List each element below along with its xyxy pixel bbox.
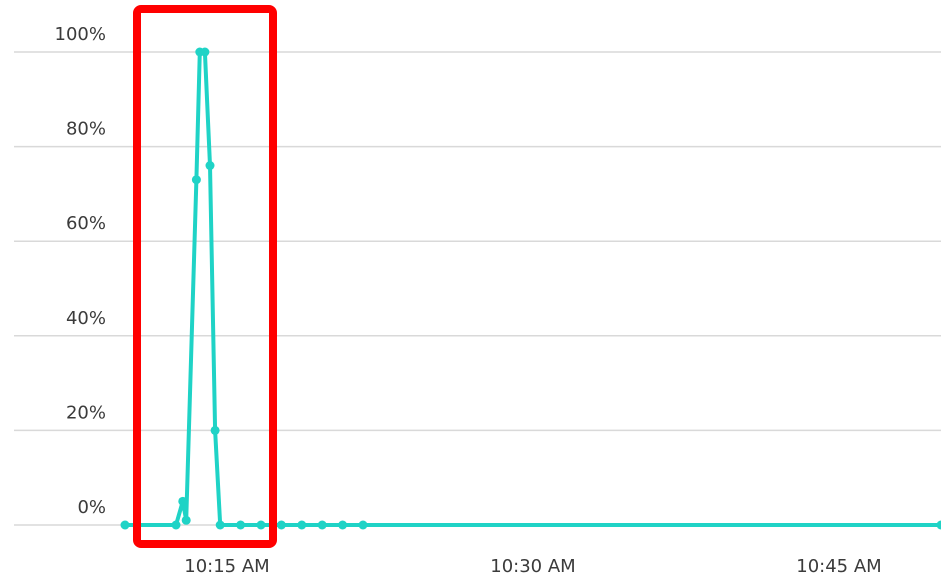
- data-line: [123, 50, 941, 527]
- data-point: [297, 520, 307, 530]
- plot: [120, 47, 941, 530]
- data-point: [338, 520, 348, 530]
- data-point: [210, 425, 220, 435]
- data-point: [317, 520, 327, 530]
- y-tick-label: 20%: [66, 402, 106, 423]
- y-tick-label: 80%: [66, 119, 106, 140]
- data-point: [171, 520, 181, 530]
- data-point: [276, 520, 286, 530]
- data-point: [178, 496, 188, 506]
- data-point: [120, 520, 130, 530]
- x-tick-label: 10:30 AM: [490, 556, 575, 577]
- x-tick-label: 10:45 AM: [796, 556, 881, 577]
- data-point: [256, 520, 266, 530]
- data-point: [181, 515, 191, 525]
- y-tick-label: 100%: [55, 24, 106, 45]
- x-tick-label: 10:15 AM: [184, 556, 269, 577]
- data-point: [200, 47, 210, 57]
- data-point: [358, 520, 368, 530]
- data-point: [236, 520, 246, 530]
- data-point: [936, 520, 941, 530]
- y-tick-label: 40%: [66, 308, 106, 329]
- data-point: [215, 520, 225, 530]
- data-point: [191, 175, 201, 185]
- y-tick-label: 60%: [66, 213, 106, 234]
- grid: [14, 51, 941, 526]
- highlight-box: [133, 5, 277, 548]
- data-point: [205, 161, 215, 171]
- y-tick-label: 0%: [77, 497, 106, 518]
